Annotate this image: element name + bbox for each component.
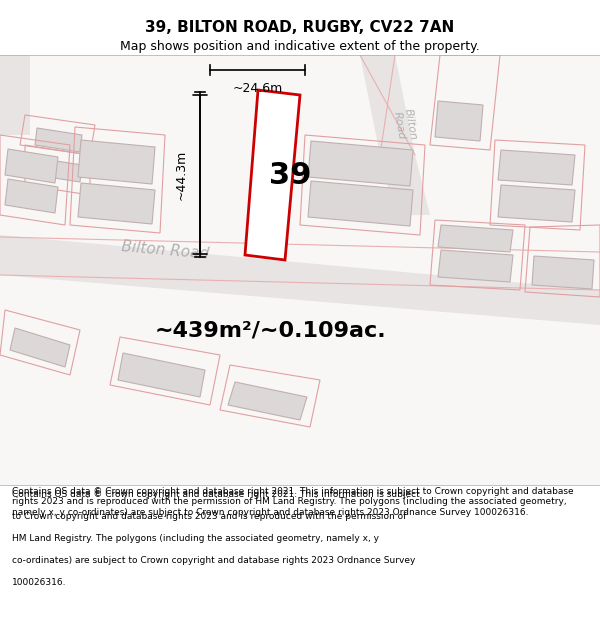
Polygon shape xyxy=(245,90,300,260)
Polygon shape xyxy=(78,140,155,184)
Polygon shape xyxy=(0,55,30,135)
Polygon shape xyxy=(78,183,155,224)
Text: ~44.3m: ~44.3m xyxy=(175,149,188,199)
Polygon shape xyxy=(435,101,483,141)
Text: ~439m²/~0.109ac.: ~439m²/~0.109ac. xyxy=(154,320,386,340)
Text: Contains OS data © Crown copyright and database right 2021. This information is : Contains OS data © Crown copyright and d… xyxy=(12,490,420,499)
Polygon shape xyxy=(35,128,82,152)
Text: Contains OS data © Crown copyright and database right 2021. This information is : Contains OS data © Crown copyright and d… xyxy=(12,487,574,517)
Text: Bilton
Road: Bilton Road xyxy=(392,107,418,142)
Polygon shape xyxy=(498,185,575,222)
Text: Bilton Road: Bilton Road xyxy=(121,239,209,261)
Text: Map shows position and indicative extent of the property.: Map shows position and indicative extent… xyxy=(120,40,480,53)
Polygon shape xyxy=(438,225,513,252)
Polygon shape xyxy=(228,382,307,420)
Text: 39: 39 xyxy=(269,161,311,189)
Text: 100026316.: 100026316. xyxy=(12,578,67,587)
Polygon shape xyxy=(360,55,415,155)
Polygon shape xyxy=(308,141,413,186)
Polygon shape xyxy=(532,256,594,289)
Polygon shape xyxy=(438,250,513,282)
Text: co-ordinates) are subject to Crown copyright and database rights 2023 Ordnance S: co-ordinates) are subject to Crown copyr… xyxy=(12,556,415,565)
Text: 39, BILTON ROAD, RUGBY, CV22 7AN: 39, BILTON ROAD, RUGBY, CV22 7AN xyxy=(145,20,455,35)
Polygon shape xyxy=(308,181,413,226)
Polygon shape xyxy=(35,158,82,182)
Polygon shape xyxy=(5,179,58,213)
Polygon shape xyxy=(380,155,430,215)
Text: to Crown copyright and database rights 2023 and is reproduced with the permissio: to Crown copyright and database rights 2… xyxy=(12,512,406,521)
Polygon shape xyxy=(0,235,600,325)
Polygon shape xyxy=(118,353,205,397)
Text: ~24.6m: ~24.6m xyxy=(232,82,283,95)
Polygon shape xyxy=(10,328,70,367)
Text: HM Land Registry. The polygons (including the associated geometry, namely x, y: HM Land Registry. The polygons (includin… xyxy=(12,534,379,543)
Polygon shape xyxy=(5,149,58,183)
Polygon shape xyxy=(498,150,575,185)
